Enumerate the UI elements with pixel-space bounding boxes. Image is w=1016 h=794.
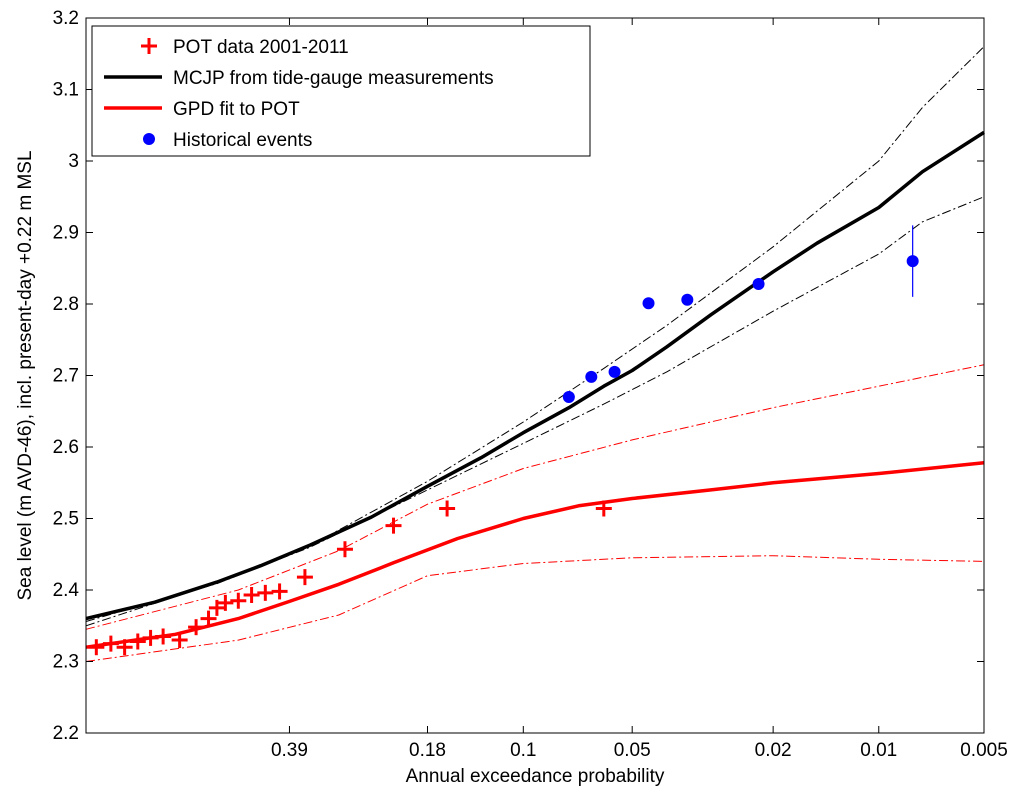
- x-tick-label: 0.39: [271, 740, 308, 761]
- pot-data-point: [155, 628, 172, 645]
- x-tick-label: 0.05: [614, 740, 651, 761]
- y-axis-label: Sea level (m AVD-46), incl. present-day …: [15, 150, 36, 600]
- pot-data-point: [171, 632, 188, 649]
- legend-label: POT data 2001-2011: [173, 37, 349, 58]
- historical-event-point: [562, 390, 575, 403]
- y-tick-label: 3: [68, 151, 79, 172]
- pot-data-point: [595, 500, 612, 517]
- x-tick-label: 0.18: [409, 740, 446, 761]
- series-line-2: [85, 196, 985, 622]
- pot-data-point: [230, 592, 247, 609]
- points-layer: [88, 225, 919, 656]
- pot-data-point: [208, 599, 225, 616]
- pot-data-point: [102, 635, 119, 652]
- pot-data-point: [296, 569, 313, 586]
- pot-data-point: [385, 517, 402, 534]
- historical-event-point: [642, 297, 655, 310]
- historical-event-point: [752, 277, 765, 290]
- x-tick-label: 0.1: [510, 740, 536, 761]
- y-tick-label: 2.6: [53, 437, 79, 458]
- legend-box: [91, 25, 591, 157]
- pot-data-point: [271, 583, 288, 600]
- legend-item-gpd-fit: GPD fit to POT: [104, 99, 300, 120]
- pot-data-point: [116, 639, 133, 656]
- x-tick-label: 0.01: [860, 740, 897, 761]
- historical-event-point: [608, 365, 621, 378]
- legend-item-mcjp: MCJP from tide-gauge measurements: [104, 68, 494, 89]
- legend-label: MCJP from tide-gauge measurements: [173, 68, 494, 89]
- pot-data-point: [243, 587, 260, 604]
- series-line-1: [85, 46, 985, 627]
- legend-item-pot-data: POT data 2001-2011: [141, 37, 349, 58]
- legend-item-historical-events: Historical events: [143, 130, 312, 151]
- pot-data-point: [129, 633, 146, 650]
- y-tick-label: 2.9: [53, 223, 79, 244]
- series-line-4: [85, 364, 985, 630]
- x-tick-label: 0.02: [755, 740, 792, 761]
- pot-data-point: [257, 584, 274, 601]
- y-tick-label: 2.3: [53, 652, 79, 673]
- y-tick-label: 3.2: [53, 8, 79, 29]
- historical-event-point: [681, 293, 694, 306]
- y-tick-label: 2.7: [53, 366, 79, 387]
- pot-data-point: [217, 594, 234, 611]
- pot-data-point: [88, 639, 105, 656]
- legend-dot: [143, 133, 155, 145]
- y-tick-label: 3.1: [53, 80, 79, 101]
- ticks-layer: 2.2 2.3 2.4 2.5 2.6 2.7 2.8 2.9 3 3.1 3.2 0.39 0.18 0…: [53, 8, 1008, 761]
- y-tick-label: 2.5: [53, 509, 79, 530]
- historical-event-point: [585, 370, 598, 383]
- x-tick-label: 0.005: [960, 740, 1008, 761]
- legend-label: Historical events: [173, 130, 312, 151]
- pot-data-point: [188, 619, 205, 636]
- pot-data-point: [200, 610, 217, 627]
- pot-data-point: [439, 500, 456, 517]
- series-line-5: [85, 555, 985, 662]
- y-tick-label: 2.8: [53, 294, 79, 315]
- series-line-3: [85, 460, 985, 649]
- series-layer: [85, 46, 985, 662]
- legend-plus-marker: [141, 38, 157, 54]
- x-axis-label: Annual exceedance probability: [406, 766, 665, 787]
- historical-event-point: [906, 255, 919, 268]
- y-tick-label: 2.4: [53, 580, 80, 601]
- series-line-0: [85, 130, 985, 621]
- pot-data-point: [336, 541, 353, 558]
- legend-dot-marker: [143, 133, 155, 145]
- legend: POT data 2001-2011 MCJP from tide-gauge …: [91, 25, 591, 157]
- legend-label: GPD fit to POT: [173, 99, 300, 120]
- y-tick-label: 2.2: [53, 723, 79, 744]
